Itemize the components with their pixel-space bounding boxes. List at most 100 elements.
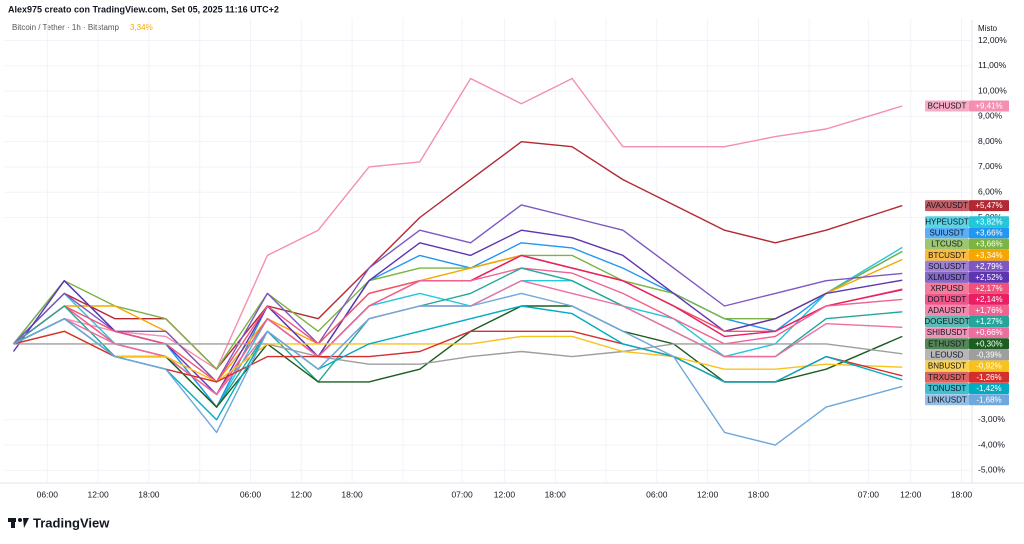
- end-badge-name-bg: [925, 100, 969, 112]
- legend-label: SHIBUSDT: [927, 328, 968, 337]
- end-label: +2,79%: [975, 262, 1002, 271]
- legend-label: ADAUSDT: [928, 306, 966, 315]
- end-label: +3,66%: [975, 229, 1002, 238]
- series-line: [13, 292, 903, 446]
- end-badge: LEOUSD -0,39%: [925, 349, 1009, 361]
- brand: TradingView: [33, 515, 110, 530]
- y-tick-label: -4,00%: [978, 439, 1005, 449]
- end-label: -1,42%: [976, 384, 1001, 393]
- legend-label: DOGEUSDT: [924, 317, 969, 326]
- legend-label: BNBUSDT: [928, 362, 966, 371]
- end-label: +2,14%: [975, 295, 1002, 304]
- legend-label: BCHUSDT: [928, 102, 967, 111]
- end-label: +3,34%: [975, 251, 1002, 260]
- y-tick-label: 7,00%: [978, 161, 1003, 171]
- legend-label: LTCUSD: [931, 240, 963, 249]
- end-label: +2,52%: [975, 273, 1002, 282]
- end-label: +1,76%: [975, 306, 1002, 315]
- end-badge: XRPUSD +2,17%: [925, 282, 1009, 294]
- end-badge-value-bg: [969, 349, 1009, 361]
- end-badge-name-bg: [925, 316, 969, 328]
- end-badge-name-bg: [925, 271, 969, 283]
- end-badge: SHIBUSDT +0,66%: [925, 327, 1009, 339]
- y-tick-label: -5,00%: [978, 465, 1005, 475]
- end-label: +2,17%: [975, 284, 1002, 293]
- end-badge-name-bg: [925, 394, 969, 406]
- end-badge: SUIUSDT +3,66%: [925, 227, 1009, 239]
- end-label: +1,27%: [975, 317, 1002, 326]
- end-badge-name-bg: [925, 227, 969, 239]
- legend-label: SOLUSDT: [928, 262, 966, 271]
- end-badge: LTCUSD +3,66%: [925, 238, 1009, 250]
- end-label: +3,66%: [975, 240, 1002, 249]
- end-badge-value-bg: [969, 200, 1009, 212]
- series-line: [12, 250, 903, 370]
- y-tick-label: 10,00%: [978, 85, 1007, 95]
- end-badge: AVAXUSDT +5,47%: [925, 200, 1009, 212]
- end-badge-name-bg: [925, 360, 969, 372]
- legend-label: BTCUSDT: [928, 251, 966, 260]
- y-tick-label: 8,00%: [978, 136, 1003, 146]
- legend-label: TRXUSDT: [928, 373, 966, 382]
- y-tick-label: 12,00%: [978, 35, 1007, 45]
- end-badge: BTCUSDT +3,34%: [925, 249, 1009, 261]
- end-label: +0,30%: [975, 339, 1002, 348]
- axis-mode: Misto: [978, 24, 998, 33]
- end-label: -0,39%: [976, 350, 1001, 359]
- end-badge: BNBUSDT -0,92%: [925, 360, 1009, 372]
- end-badge: ETHUSDT +0,30%: [925, 338, 1009, 350]
- end-badge: HYPEUSDT +3,82%: [925, 216, 1009, 228]
- end-badge-value-bg: [969, 100, 1009, 112]
- end-badge-value-bg: [969, 282, 1009, 294]
- end-badge: ADAUSDT +1,76%: [925, 304, 1009, 316]
- end-badge-value-bg: [969, 216, 1009, 228]
- end-badge-value-bg: [969, 260, 1009, 272]
- end-badge-value-bg: [969, 249, 1009, 261]
- legend-label: HYPEUSDT: [925, 217, 969, 226]
- x-tick-label: 06:00: [646, 489, 668, 499]
- y-tick-label: 11,00%: [978, 60, 1007, 70]
- end-badge: DOTUSDT +2,14%: [925, 293, 1009, 305]
- end-label: +3,82%: [975, 217, 1002, 226]
- end-badge-name-bg: [925, 249, 969, 261]
- end-badge-value-bg: [969, 327, 1009, 339]
- x-tick-label: 12:00: [900, 489, 922, 499]
- x-tick-label: 06:00: [37, 489, 59, 499]
- end-badge-value-bg: [969, 304, 1009, 316]
- y-tick-label: 9,00%: [978, 111, 1003, 121]
- end-badge-name-bg: [925, 371, 969, 383]
- end-badge-name-bg: [925, 349, 969, 361]
- end-badge: SOLUSDT +2,79%: [925, 260, 1009, 272]
- credit: Alex975 creato con TradingView.com, Set …: [8, 4, 279, 14]
- end-badge: TONUSDT -1,42%: [925, 383, 1009, 395]
- end-badge-name-bg: [925, 327, 969, 339]
- x-tick-label: 07:00: [451, 489, 473, 499]
- series-line: [13, 204, 903, 383]
- y-tick-label: -3,00%: [978, 414, 1005, 424]
- plot-area: [5, 18, 970, 483]
- end-badge: BCHUSDT +9,41%: [925, 100, 1009, 112]
- end-badge: DOGEUSDT +1,27%: [924, 316, 1009, 328]
- x-tick-label: 12:00: [697, 489, 719, 499]
- legend-label: ETHUSDT: [928, 339, 966, 348]
- end-badge-value-bg: [969, 383, 1009, 395]
- x-tick-label: 18:00: [545, 489, 567, 499]
- end-badge-value-bg: [969, 316, 1009, 328]
- legend-label: DOTUSDT: [928, 295, 967, 304]
- series-line: [13, 343, 903, 365]
- logo-mark: [11, 518, 15, 528]
- end-badge-name-bg: [925, 260, 969, 272]
- end-badge-name-bg: [925, 338, 969, 350]
- x-tick-label: 06:00: [240, 489, 262, 499]
- x-tick-label: 18:00: [748, 489, 770, 499]
- x-tick-label: 12:00: [291, 489, 313, 499]
- y-tick-label: 6,00%: [978, 186, 1003, 196]
- end-label: -1,68%: [976, 395, 1001, 404]
- legend-label: TONUSDT: [928, 384, 967, 393]
- end-badge-name-bg: [925, 238, 969, 250]
- end-badge-value-bg: [969, 394, 1009, 406]
- end-label: +5,47%: [975, 201, 1002, 210]
- end-label: +9,41%: [975, 102, 1002, 111]
- series-line: [13, 330, 903, 383]
